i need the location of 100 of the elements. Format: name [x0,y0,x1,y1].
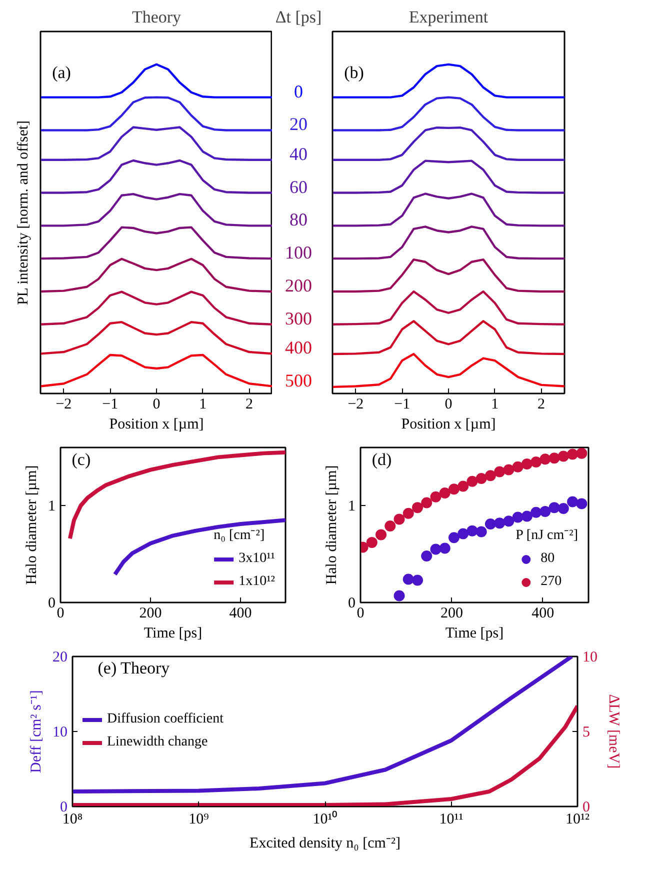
point [384,520,396,532]
point [521,458,532,470]
annotation: (b) [344,63,364,82]
legend-label: Linewidth change [107,734,208,750]
line-series [112,518,286,576]
point [494,466,506,478]
annotation: (a) [52,63,71,82]
point [439,488,450,499]
series-label: 20 [290,114,308,134]
y2-tick-label: 5 [582,724,590,740]
point [576,498,588,510]
legend-title: P [nJ cm⁻²] [516,527,578,544]
legend-label: Diffusion coefficient [107,712,224,728]
legend-title: Δt [ps] [275,8,322,26]
y-tick-label: 10 [52,724,68,740]
x-tick-label: −2 [348,396,364,412]
point [421,497,432,508]
x-axis-title: Time [ps] [445,626,504,642]
legend-title: n₀ [cm⁻²] [214,527,266,544]
point [466,525,478,536]
point [540,506,551,517]
point [412,502,423,514]
point [412,574,423,586]
point [484,518,496,530]
point [448,484,460,495]
point [394,590,405,602]
x-tick-label: 10⁸ [62,812,83,828]
x-axis-title: Excited density n₀ [cm⁻²] [250,836,400,852]
point [503,516,514,527]
point [576,448,588,459]
point [567,496,578,508]
x-tick-label: 0 [444,396,452,412]
point [376,529,387,540]
point [458,480,469,492]
x-tick-label: 400 [532,606,554,622]
x-axis-title: Position x [µm] [401,416,496,432]
y-axis-title: Halo diameter [µm] [324,465,340,585]
point [476,526,487,538]
point [439,542,450,554]
point [466,476,478,487]
y-tick-label: 1 [48,498,56,515]
point [503,464,514,476]
x-tick-label: 1 [199,396,207,412]
x-tick-label: 10¹² [566,812,590,828]
point [484,470,496,482]
series-label: 400 [285,338,312,358]
point [476,473,487,484]
annotation: (c) [72,450,91,470]
point [366,536,378,548]
point [548,452,560,464]
x-tick-label: 200 [440,606,463,622]
point [558,450,569,462]
point [448,532,460,544]
legend-label: 270 [540,574,562,590]
annotation: (e) Theory [98,658,170,678]
x-tick-label: 400 [229,606,252,622]
series-label: 200 [285,275,312,296]
legend-label: 1x10¹² [238,574,275,590]
point [430,491,442,502]
series-label: 60 [290,176,308,197]
point [530,506,542,518]
series-label: 500 [285,370,312,390]
point [521,510,532,522]
point [512,512,524,523]
x-tick-label: 10¹⁰ [312,810,338,828]
line-series [68,450,286,541]
legend-label: 80 [540,551,556,567]
x-tick-label: −1 [102,396,118,412]
series-label: 0 [294,81,303,102]
point [512,461,524,472]
annotation: (d) [372,450,392,470]
point [494,518,506,529]
x-tick-label: 2 [246,396,254,412]
point [430,544,442,555]
point [402,574,414,585]
x-tick-label: 10⁹ [188,812,209,828]
point [530,456,542,468]
y-tick-label: 0 [48,596,56,612]
point [458,528,469,540]
x-tick-label: 200 [139,606,162,622]
point [558,503,569,514]
x-tick-label: 2 [538,396,546,412]
legend-label: 3x10¹¹ [238,551,275,567]
point [421,550,432,562]
x-tick-label: −1 [394,396,410,412]
y-axis-title: Deff [cm² s⁻¹] [28,690,44,773]
point [567,448,578,460]
y2-tick-label: 10 [582,650,598,666]
y2-axis-title: ΔLW [meV] [606,694,622,769]
series-label: 40 [290,144,308,164]
x-tick-label: −2 [56,396,72,412]
point [394,514,405,525]
chart-title: Experiment [408,8,488,26]
point [548,502,560,514]
x-axis-title: Time [ps] [144,626,202,642]
x-tick-label: 10¹¹ [439,812,464,828]
x-tick-label: 0 [152,396,160,412]
point [402,508,414,519]
y-tick-label: 20 [52,650,68,666]
y-axis-title: Halo diameter [µm] [24,465,40,585]
